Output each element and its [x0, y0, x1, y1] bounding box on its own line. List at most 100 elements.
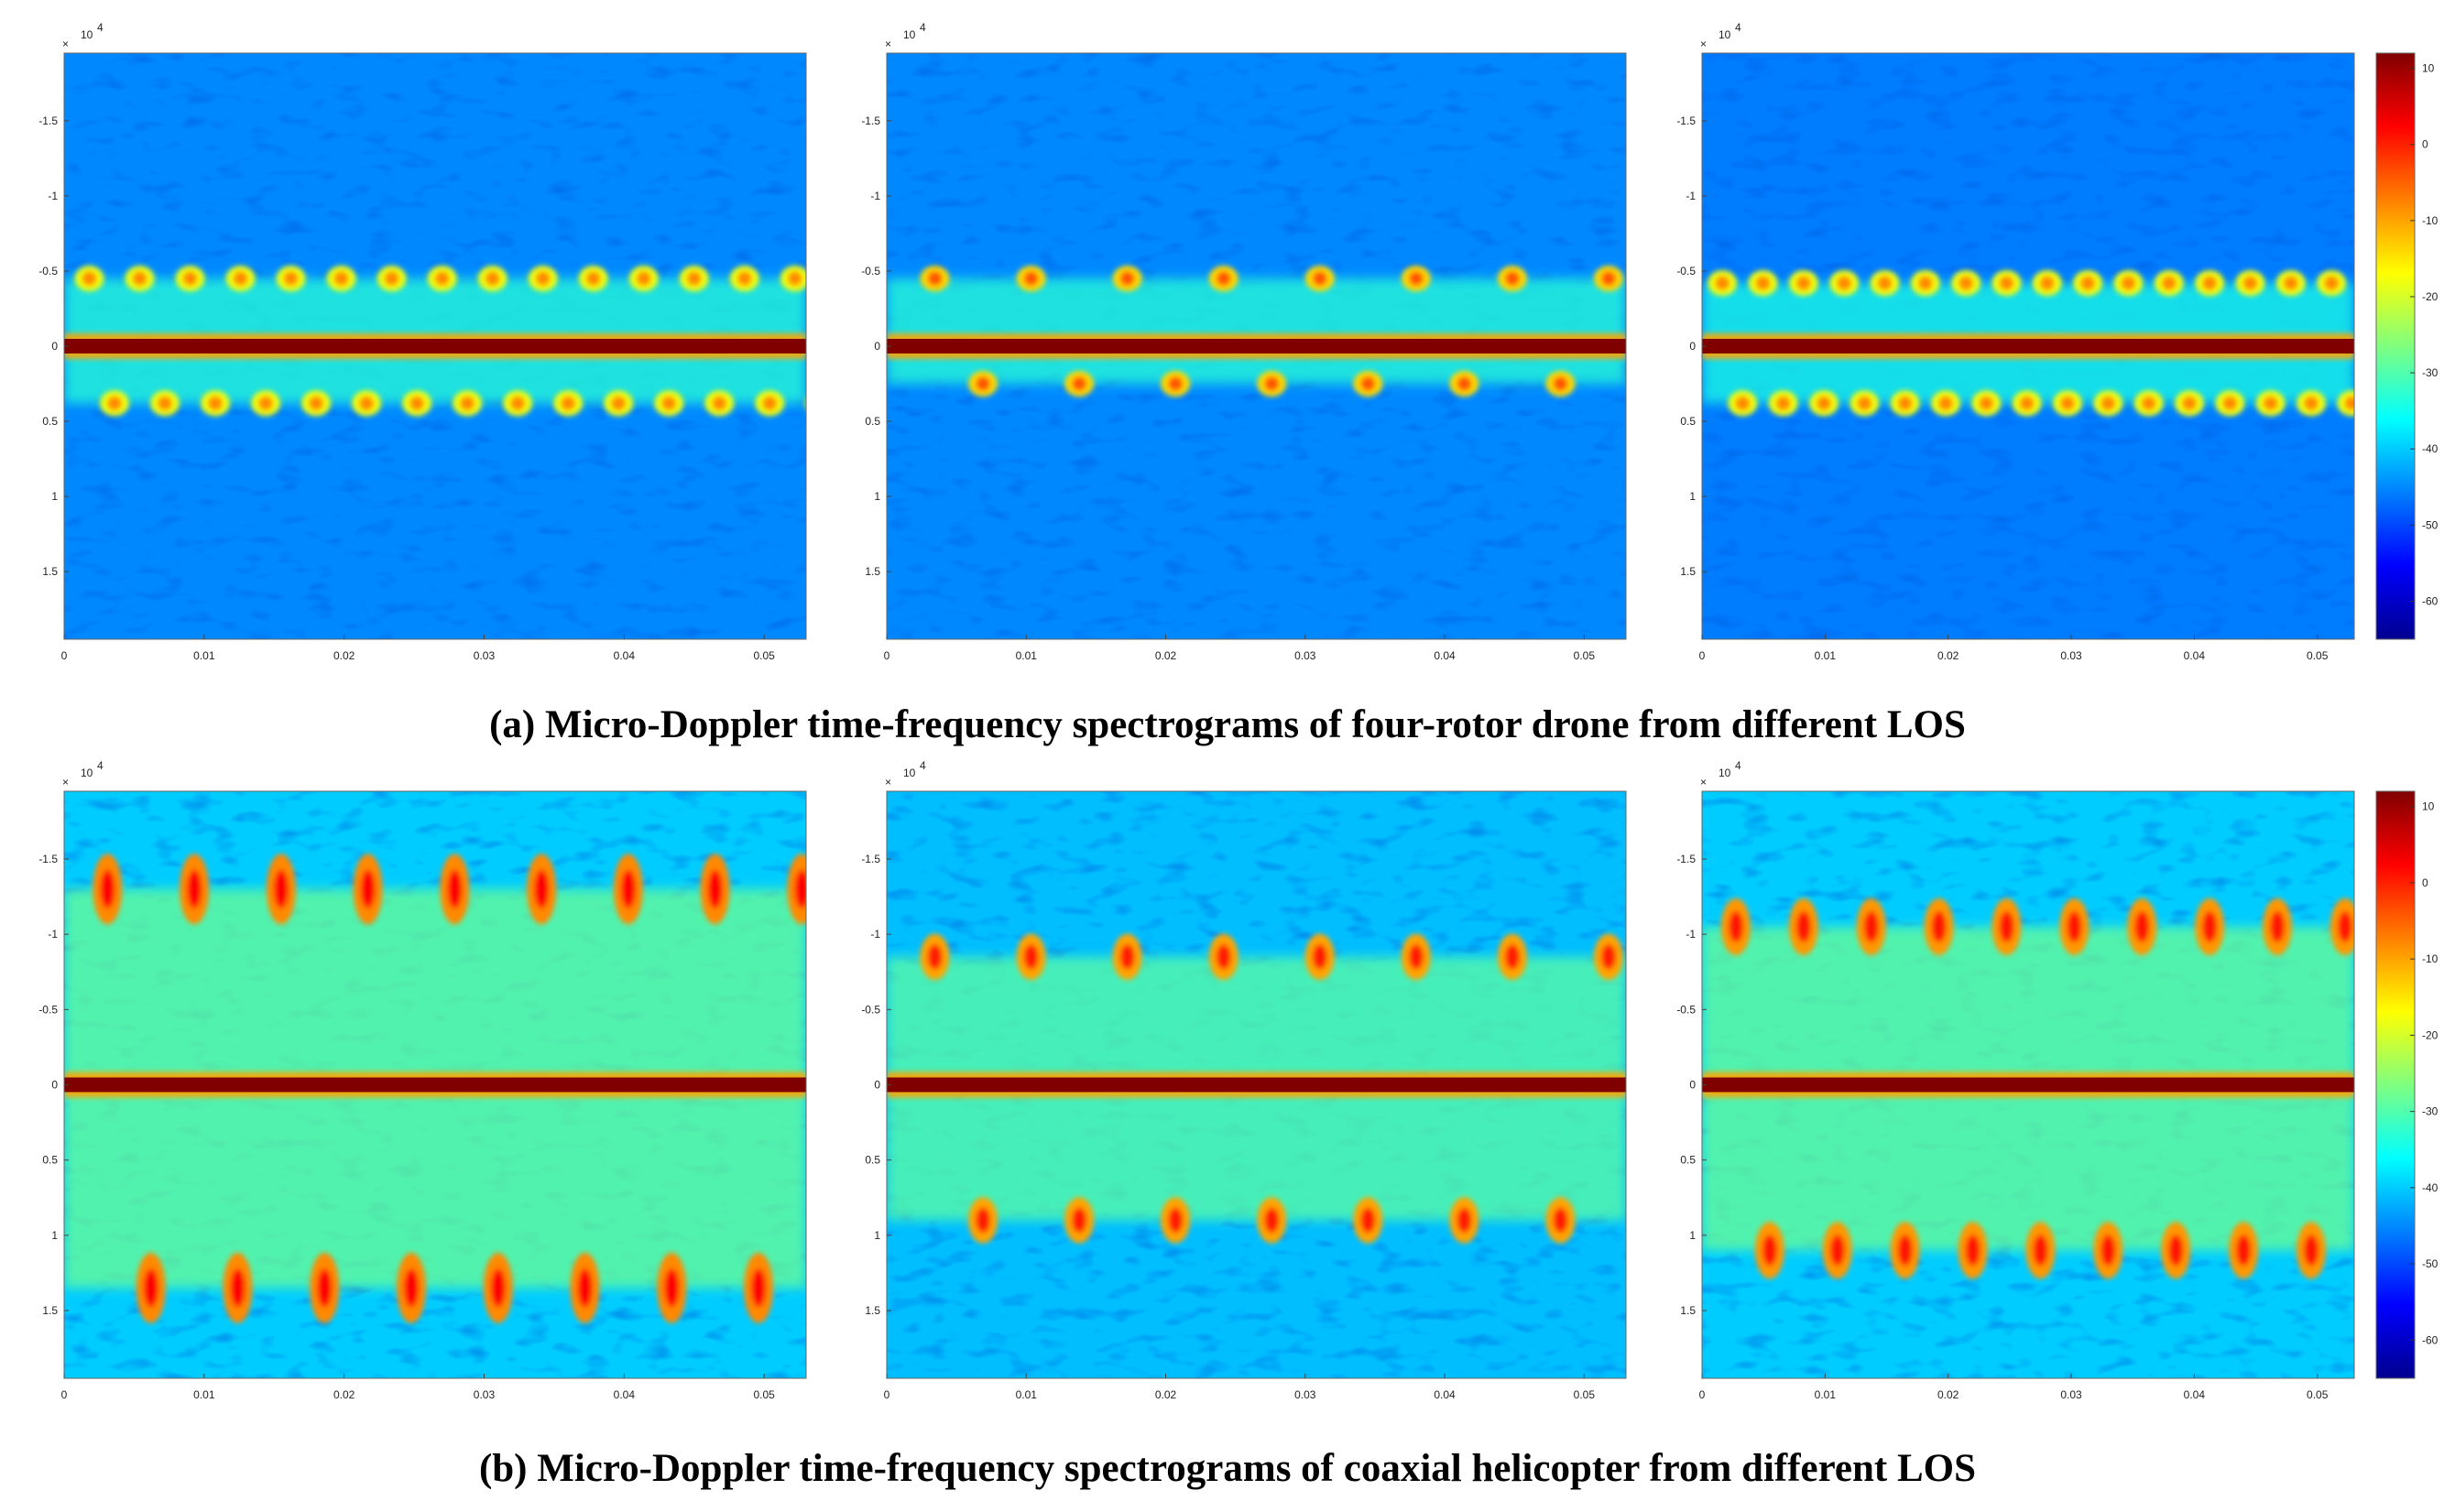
y-tick-label: 1.5 — [1680, 565, 1696, 578]
blade-flash-core — [1979, 396, 1994, 411]
blade-flash-core — [1863, 910, 1879, 943]
row-a-panels: -1.5 -1 -0.5 0 0.5 1 1.5 0 0.01 0.02 0.03 0.04 0.05 ×… — [38, 21, 2355, 662]
blade-flash-core — [1937, 396, 1953, 411]
spectrogram-image — [887, 791, 1671, 1378]
x-tick-label: 0.01 — [193, 1388, 215, 1401]
blade-flash-core — [258, 396, 274, 411]
y-tick-label: -1 — [48, 190, 58, 202]
blade-flash-core — [736, 271, 752, 287]
blade-flash-core — [158, 396, 173, 411]
colorbar-tick-label: 10 — [2422, 800, 2435, 813]
blade-flash-core — [577, 1268, 593, 1308]
blade-flash-core — [333, 271, 349, 287]
x-tick-label: 0.03 — [474, 649, 496, 662]
blade-flash — [831, 1253, 860, 1323]
colorbar-tick-label: -50 — [2422, 1257, 2439, 1270]
blade-flash-core — [838, 1268, 853, 1307]
blade-flash-core — [434, 271, 450, 287]
blade-flash-core — [1959, 276, 1974, 291]
blade-flash-core — [2344, 396, 2354, 411]
blade-flash-core — [1795, 910, 1811, 943]
blade-flash-core — [409, 396, 425, 411]
colorbars: 10 0 -10 -20 -30 -40 -50 -60 10 0 -10 -20 -30 -40 -50 -… — [2375, 52, 2439, 1379]
x-tick-label: 0.03 — [474, 1388, 496, 1401]
x-tick-label: 0.01 — [1016, 1388, 1038, 1401]
x-tick-label: 0 — [1699, 1388, 1706, 1401]
blade-flashes — [920, 933, 1671, 1244]
blade-flash-core — [1837, 276, 1852, 291]
blade-flash-core — [1504, 943, 1520, 970]
body-doppler-line — [887, 339, 1626, 354]
blade-flash-core — [1457, 376, 1472, 392]
x-tick-label: 0.05 — [1574, 649, 1596, 662]
blade-flash-core — [1168, 1207, 1184, 1234]
blade-flash-core — [187, 869, 202, 908]
blade-flash-core — [1775, 396, 1791, 411]
blade-flash-core — [1857, 396, 1872, 411]
blade-flash-core — [1312, 943, 1327, 970]
blade-flash-core — [1931, 910, 1947, 943]
y-tick-label: 0.5 — [865, 1154, 880, 1167]
spectrogram-panel-b3: -1.5 -1 -0.5 0 0.5 1 1.5 0 0.01 0.02 0.03 0.04 0.05 ×… — [1676, 759, 2355, 1401]
blade-flash-core — [1795, 276, 1811, 291]
y-tick-label: 0.5 — [42, 415, 58, 428]
x-tick-label: 0.05 — [2307, 1388, 2329, 1401]
body-doppler-line — [1702, 1077, 2354, 1093]
y-tick-label: 0 — [51, 1079, 58, 1092]
y-tick-label: -1 — [48, 928, 58, 941]
exponent-multiplier: × — [885, 38, 891, 50]
blade-flash-core — [2039, 276, 2055, 291]
blade-flash-core — [1600, 271, 1616, 287]
y-tick-label: 0 — [1689, 340, 1696, 353]
spectrogram-panel-b1: -1.5 -1 -0.5 0 0.5 1 1.5 0 0.01 0.02 0.03 0.04 0.05 ×… — [38, 759, 860, 1401]
blade-flash-core — [360, 869, 376, 908]
blade-flash-core — [1216, 271, 1231, 287]
blade-flash-core — [1816, 396, 1831, 411]
y-tick-label: 1 — [51, 490, 58, 503]
y-tick-label: 1 — [874, 490, 880, 503]
blade-flash — [1642, 371, 1671, 397]
spectrogram-image — [1702, 791, 2354, 1378]
x-tick-label: 0 — [884, 1388, 890, 1401]
x-tick-label: 0.04 — [2184, 1388, 2206, 1401]
blade-flash-core — [2067, 910, 2082, 943]
blade-flash-core — [107, 396, 123, 411]
x-tick-label: 0.05 — [1574, 1388, 1596, 1401]
exponent-power: 4 — [97, 759, 104, 772]
blade-flash-core — [309, 396, 324, 411]
blade-flash-core — [1999, 276, 2014, 291]
y-tick-label: 1.5 — [865, 1304, 880, 1317]
x-tick-label: 0 — [61, 1388, 68, 1401]
blade-flash-core — [1553, 1207, 1568, 1234]
blade-flash-core — [2303, 396, 2319, 411]
blade-flash-core — [100, 869, 115, 908]
x-tick-label: 0.04 — [2184, 649, 2206, 662]
blade-flash-core — [1649, 376, 1664, 391]
blade-flash-core — [404, 1268, 420, 1308]
y-tick-label: 1 — [1689, 490, 1696, 503]
x-tick-label: 0.05 — [753, 649, 775, 662]
y-tick-label: 0 — [874, 1079, 880, 1092]
exponent-multiplier: × — [62, 38, 69, 50]
y-tick-label: -0.5 — [1676, 265, 1696, 277]
blade-flash-core — [1072, 376, 1087, 392]
blade-flash-core — [1762, 1235, 1777, 1267]
exponent-multiplier: × — [1700, 776, 1707, 789]
y-tick-label: -0.5 — [861, 265, 880, 277]
blade-flash-core — [317, 1268, 333, 1308]
blade-flash — [1642, 1197, 1671, 1243]
colorbar-tick-label: -30 — [2422, 366, 2439, 379]
blade-flash-core — [2121, 276, 2136, 291]
body-doppler-line — [1702, 339, 2354, 354]
blade-flash-core — [2134, 910, 2150, 943]
exponent-power: 4 — [97, 21, 104, 34]
spectrogram-image — [887, 53, 1671, 639]
blade-flash-core — [233, 271, 248, 287]
x-tick-label: 0.01 — [1815, 1388, 1837, 1401]
y-tick-label: 0.5 — [1680, 415, 1696, 428]
blade-flash-core — [1264, 376, 1280, 392]
blade-flash-core — [2242, 276, 2258, 291]
row-b-panels: -1.5 -1 -0.5 0 0.5 1 1.5 0 0.01 0.02 0.03 0.04 0.05 ×… — [38, 759, 2355, 1401]
colorbar-gradient — [2375, 790, 2416, 1379]
blade-flash-core — [534, 869, 550, 908]
